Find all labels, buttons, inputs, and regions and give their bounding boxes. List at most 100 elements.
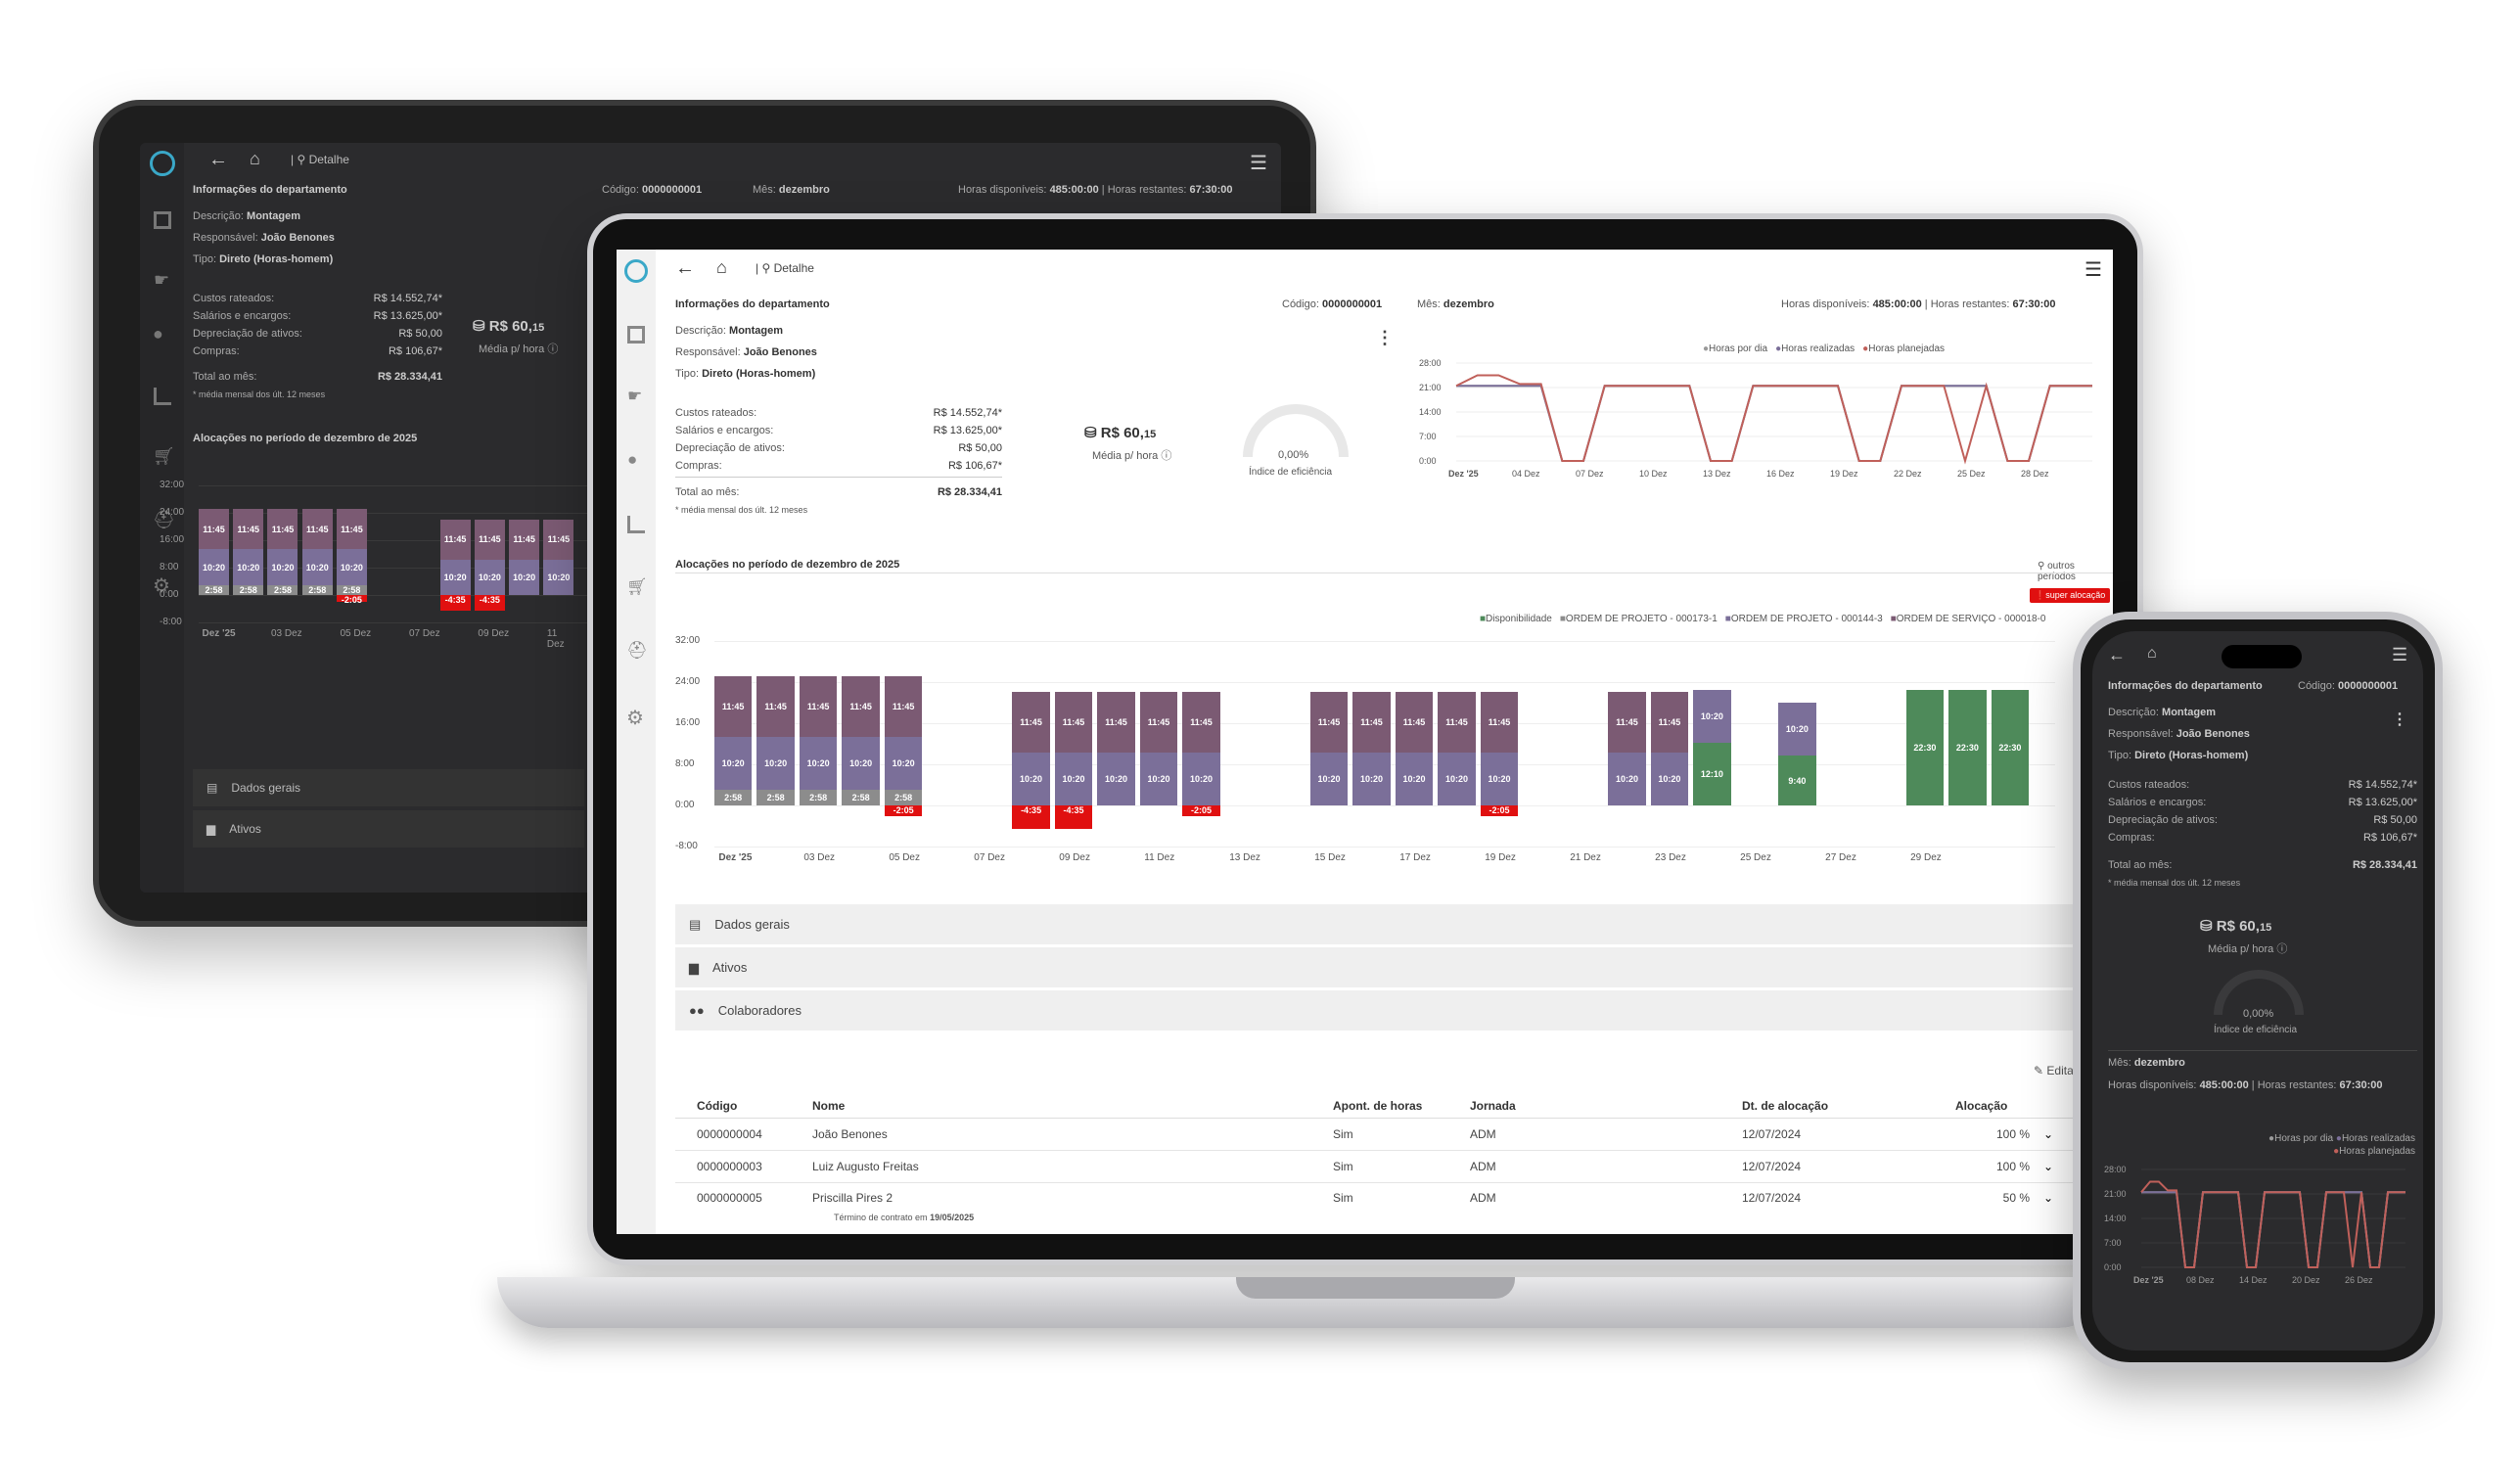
bar-segment-op[interactable]: 10:20 [884, 737, 923, 791]
bar-segment-gr[interactable]: 2:58 [267, 584, 298, 595]
cart-icon[interactable]: 🛒︎ [153, 446, 175, 466]
alloc-bar[interactable]: 11:45 10:20 [1054, 692, 1093, 805]
bar-segment-gr[interactable]: 2:58 [714, 790, 753, 805]
legend-horas-planejadas[interactable]: ●Horas planejadas [2333, 1146, 2415, 1157]
over-allocation-bar[interactable]: -2:05 [336, 595, 367, 605]
bar-segment-op[interactable]: 10:20 [756, 737, 795, 791]
home-icon[interactable]: ⌂ [2147, 645, 2157, 662]
bar-segment-av[interactable]: 22:30 [1905, 689, 1945, 805]
alloc-bar[interactable]: 11:45 10:20 [1438, 692, 1476, 805]
bar-segment-op[interactable]: 10:20 [1480, 752, 1519, 805]
alloc-bar[interactable]: 11:45 10:20 [1097, 692, 1135, 805]
chevron-down-icon[interactable]: ⌄ [2043, 1160, 2054, 1173]
over-allocation-bar[interactable]: -2:05 [1480, 805, 1519, 816]
bar-segment-os[interactable]: 11:45 [884, 676, 923, 738]
bar-segment-gr[interactable]: 2:58 [799, 790, 838, 805]
legend-horas-por-dia[interactable]: ●Horas por dia [2268, 1133, 2334, 1144]
bar-segment-op[interactable]: 10:20 [1054, 752, 1093, 805]
bar-segment-op[interactable]: 10:20 [1309, 752, 1349, 805]
bar-segment-op[interactable]: 10:20 [842, 737, 880, 791]
bar-segment-op[interactable]: 10:20 [1139, 752, 1178, 805]
chevron-down-icon[interactable]: ⌄ [2043, 1191, 2054, 1205]
bar-segment-op[interactable]: 10:20 [336, 549, 367, 585]
bar-segment-os[interactable]: 11:45 [842, 676, 880, 738]
alloc-bar[interactable]: 11:45 10:20 2:58 [884, 676, 923, 805]
table-row[interactable]: 0000000004 João Benones Sim ADM 12/07/2024 10… [675, 1119, 2094, 1151]
over-allocation-bar[interactable]: -4:35 [1054, 805, 1093, 830]
menu-icon[interactable]: ☰ [2085, 259, 2102, 281]
kebab-menu-icon[interactable]: ⋮ [1376, 328, 1394, 347]
alloc-bar[interactable]: 11:45 10:20 2:58 [336, 509, 367, 595]
accordion-colaboradores[interactable]: ●● Colaboradores [675, 990, 2113, 1033]
bar-segment-os[interactable]: 11:45 [474, 519, 505, 560]
alloc-bar[interactable]: 11:45 10:20 2:58 [301, 509, 333, 595]
back-icon[interactable]: ← [2108, 645, 2126, 664]
bar-segment-op[interactable]: 10:20 [1012, 752, 1050, 805]
worker-icon[interactable]: ⛑ [626, 641, 648, 660]
bar-segment-op[interactable]: 10:20 [799, 737, 838, 791]
legend-horas-por-dia[interactable]: ●Horas por dia [1703, 344, 1768, 354]
bar-segment-os[interactable]: 11:45 [756, 676, 795, 738]
bar-segment-os[interactable]: 11:45 [714, 676, 753, 738]
back-icon[interactable]: ← [208, 149, 228, 170]
bar-segment-op[interactable]: 10:20 [1097, 752, 1135, 805]
bar-segment-op[interactable]: 10:20 [1693, 689, 1731, 744]
bar-segment-op[interactable]: 10:20 [439, 559, 471, 595]
bar-chart-icon[interactable] [154, 388, 171, 405]
bar-segment-os[interactable]: 11:45 [1395, 692, 1434, 753]
alloc-bar[interactable]: 22:30 [1948, 689, 1987, 805]
alloc-bar[interactable]: 11:45 10:20 [1139, 692, 1178, 805]
bar-segment-op[interactable]: 10:20 [474, 559, 505, 595]
bar-segment-op[interactable]: 10:20 [1650, 752, 1689, 805]
breadcrumb[interactable]: | ⚲ Detalhe [291, 153, 349, 166]
alloc-bar[interactable]: 11:45 10:20 [1395, 692, 1434, 805]
bar-segment-os[interactable]: 11:45 [267, 509, 298, 550]
legend-op-173[interactable]: ■ORDEM DE PROJETO - 000173-1 [1559, 614, 1718, 624]
alloc-bar[interactable]: 11:45 10:20 [1608, 692, 1646, 805]
alloc-bar[interactable]: 11:45 10:20 2:58 [842, 676, 880, 805]
gear-icon[interactable]: ⚙ [153, 575, 170, 597]
home-icon[interactable]: ⌂ [716, 257, 727, 277]
alloc-bar[interactable]: 11:45 10:20 2:58 [714, 676, 753, 805]
bar-segment-os[interactable]: 11:45 [1139, 692, 1178, 753]
bar-segment-op[interactable]: 10:20 [543, 559, 574, 595]
bar-segment-os[interactable]: 11:45 [509, 519, 540, 560]
over-allocation-bar[interactable]: -2:05 [1182, 805, 1220, 816]
cart-icon[interactable]: 🛒︎ [626, 577, 648, 596]
over-allocation-bar[interactable]: -4:35 [439, 595, 471, 612]
bar-segment-os[interactable]: 11:45 [1608, 692, 1646, 753]
alloc-bar[interactable]: 22:30 [1905, 689, 1945, 805]
bar-segment-op[interactable]: 10:20 [1352, 752, 1391, 805]
bar-segment-os[interactable]: 11:45 [1097, 692, 1135, 753]
bar-segment-gr[interactable]: 2:58 [756, 790, 795, 805]
bar-segment-op[interactable]: 10:20 [267, 549, 298, 585]
bar-segment-gr[interactable]: 2:58 [301, 584, 333, 595]
bar-segment-os[interactable]: 11:45 [1438, 692, 1476, 753]
legend-horas-realizadas[interactable]: ●Horas realizadas [1775, 344, 1856, 354]
home-icon[interactable]: ⌂ [250, 149, 260, 168]
table-row[interactable]: 0000000005 Priscilla Pires 2 Sim ADM 12/07/2… [697, 1191, 2054, 1205]
bar-segment-os[interactable]: 11:45 [301, 509, 333, 550]
bar-segment-os[interactable]: 11:45 [1012, 692, 1050, 753]
bar-segment-os[interactable]: 11:45 [543, 519, 574, 560]
bar-segment-gr[interactable]: 2:58 [884, 790, 923, 805]
legend-disponibilidade[interactable]: ■Disponibilidade [1480, 614, 1552, 624]
bar-segment-op[interactable]: 10:20 [1182, 752, 1220, 805]
over-allocation-bar[interactable]: -4:35 [1012, 805, 1050, 830]
bar-segment-av[interactable]: 12:10 [1693, 743, 1731, 805]
bar-segment-os[interactable]: 11:45 [1054, 692, 1093, 753]
alloc-bar[interactable]: 11:45 10:20 [1309, 692, 1349, 805]
outros-periodos-link[interactable]: ⚲ outros períodos [2038, 561, 2076, 582]
alloc-bar[interactable]: 11:45 10:20 [543, 519, 574, 595]
alloc-bar[interactable]: 11:45 10:20 [1012, 692, 1050, 805]
alloc-bar[interactable]: 11:45 10:20 [1650, 692, 1689, 805]
bar-segment-gr[interactable]: 2:58 [842, 790, 880, 805]
bar-segment-os[interactable]: 11:45 [439, 519, 471, 560]
legend-horas-planejadas[interactable]: ●Horas planejadas [1862, 344, 1946, 354]
bar-segment-av[interactable]: 22:30 [1991, 689, 2030, 805]
bar-segment-av[interactable]: 9:40 [1778, 756, 1816, 805]
alloc-bar[interactable]: 22:30 [1991, 689, 2030, 805]
accordion-ativos[interactable]: ▆ Ativos [193, 810, 584, 848]
alloc-bar[interactable]: 11:45 10:20 [439, 519, 471, 595]
bar-segment-op[interactable]: 10:20 [1395, 752, 1434, 805]
